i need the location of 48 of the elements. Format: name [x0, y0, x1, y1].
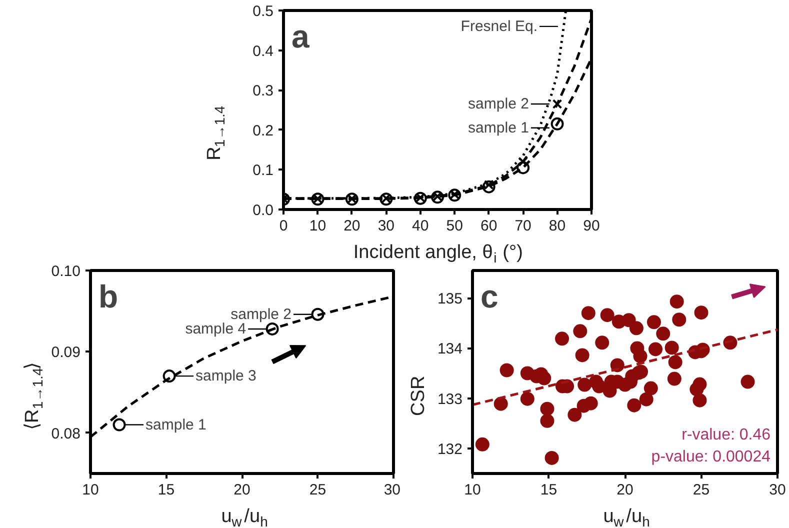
x-tick-label: 30	[769, 482, 786, 498]
x-tick-label: 20	[344, 218, 360, 234]
y-tick-label: 132	[437, 440, 463, 458]
x-tick-label: 70	[514, 218, 532, 234]
y-tick-label: 134	[437, 340, 463, 358]
y-axis-title: CSR	[408, 376, 429, 416]
y-tick-label: 0.08	[51, 425, 81, 442]
y-tick-label: 0.2	[252, 122, 274, 140]
y-axis-title: R1→1.4	[204, 106, 228, 160]
x-tick-label: 20	[616, 482, 634, 498]
annotation: sample 2	[230, 306, 292, 323]
chart-title: b	[98, 278, 118, 314]
y-tick-label: 0.10	[51, 263, 81, 280]
chart-title: c	[480, 278, 498, 314]
annotation: sample 2	[468, 96, 529, 113]
annotation: r-value: 0.46	[682, 426, 771, 444]
x-tick-label: 0	[279, 218, 288, 234]
x-tick-label: 50	[446, 218, 463, 234]
y-tick-label: 0.1	[252, 162, 274, 180]
x-tick-label: 40	[412, 218, 429, 234]
x-tick-label: 90	[583, 218, 600, 234]
annotation: Fresnel Eq.	[460, 18, 538, 35]
annotation: sample 1	[146, 416, 206, 434]
y-tick-label: 0.4	[252, 42, 274, 60]
x-tick-label: 60	[480, 218, 498, 234]
x-tick-label: 10	[309, 218, 326, 234]
x-tick-label: 15	[158, 482, 175, 498]
y-axis-title: ⟨R1→1.4⟩	[22, 362, 46, 430]
x-tick-label: 30	[378, 218, 395, 234]
y-tick-label: 0.3	[252, 82, 274, 100]
y-tick-label: 0.0	[252, 202, 274, 219]
x-tick-label: 80	[548, 218, 566, 234]
x-tick-label: 25	[692, 482, 710, 498]
y-tick-label: 0.5	[252, 3, 274, 20]
y-tick-label: 0.09	[51, 344, 81, 362]
y-tick-label: 133	[437, 390, 463, 408]
x-tick-label: 25	[309, 482, 326, 498]
annotation: p-value: 0.00024	[651, 448, 771, 466]
x-tick-label: 10	[464, 482, 481, 498]
annotation: sample 1	[468, 119, 529, 136]
x-tick-label: 30	[384, 482, 401, 498]
chart-title: a	[292, 18, 310, 54]
x-tick-label: 10	[82, 482, 99, 498]
x-tick-label: 20	[234, 482, 250, 498]
y-tick-label: 135	[437, 290, 463, 308]
annotation: sample 3	[196, 368, 256, 385]
annotation: sample 4	[185, 320, 246, 338]
x-tick-label: 15	[540, 482, 558, 498]
